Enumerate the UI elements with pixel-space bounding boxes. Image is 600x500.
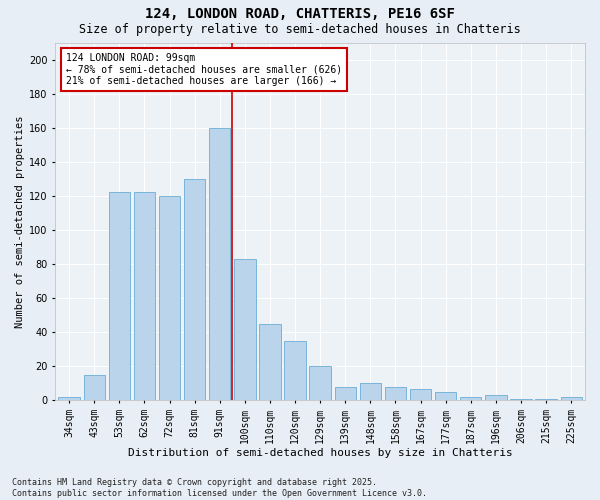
Bar xyxy=(209,128,230,400)
Bar xyxy=(485,396,506,400)
Bar xyxy=(284,341,306,400)
X-axis label: Distribution of semi-detached houses by size in Chatteris: Distribution of semi-detached houses by … xyxy=(128,448,512,458)
Text: Size of property relative to semi-detached houses in Chatteris: Size of property relative to semi-detach… xyxy=(79,22,521,36)
Text: 124 LONDON ROAD: 99sqm
← 78% of semi-detached houses are smaller (626)
21% of se: 124 LONDON ROAD: 99sqm ← 78% of semi-det… xyxy=(66,53,342,86)
Bar xyxy=(58,397,80,400)
Text: Contains HM Land Registry data © Crown copyright and database right 2025.
Contai: Contains HM Land Registry data © Crown c… xyxy=(12,478,427,498)
Bar xyxy=(335,387,356,400)
Bar xyxy=(359,384,381,400)
Y-axis label: Number of semi-detached properties: Number of semi-detached properties xyxy=(15,115,25,328)
Bar xyxy=(385,387,406,400)
Bar xyxy=(159,196,180,400)
Bar xyxy=(184,179,205,400)
Bar xyxy=(410,388,431,400)
Bar xyxy=(83,375,105,400)
Bar xyxy=(511,398,532,400)
Bar xyxy=(310,366,331,400)
Bar xyxy=(460,397,481,400)
Bar xyxy=(535,398,557,400)
Bar xyxy=(435,392,457,400)
Text: 124, LONDON ROAD, CHATTERIS, PE16 6SF: 124, LONDON ROAD, CHATTERIS, PE16 6SF xyxy=(145,8,455,22)
Bar xyxy=(259,324,281,400)
Bar xyxy=(109,192,130,400)
Bar xyxy=(134,192,155,400)
Bar xyxy=(560,397,582,400)
Bar xyxy=(234,259,256,400)
